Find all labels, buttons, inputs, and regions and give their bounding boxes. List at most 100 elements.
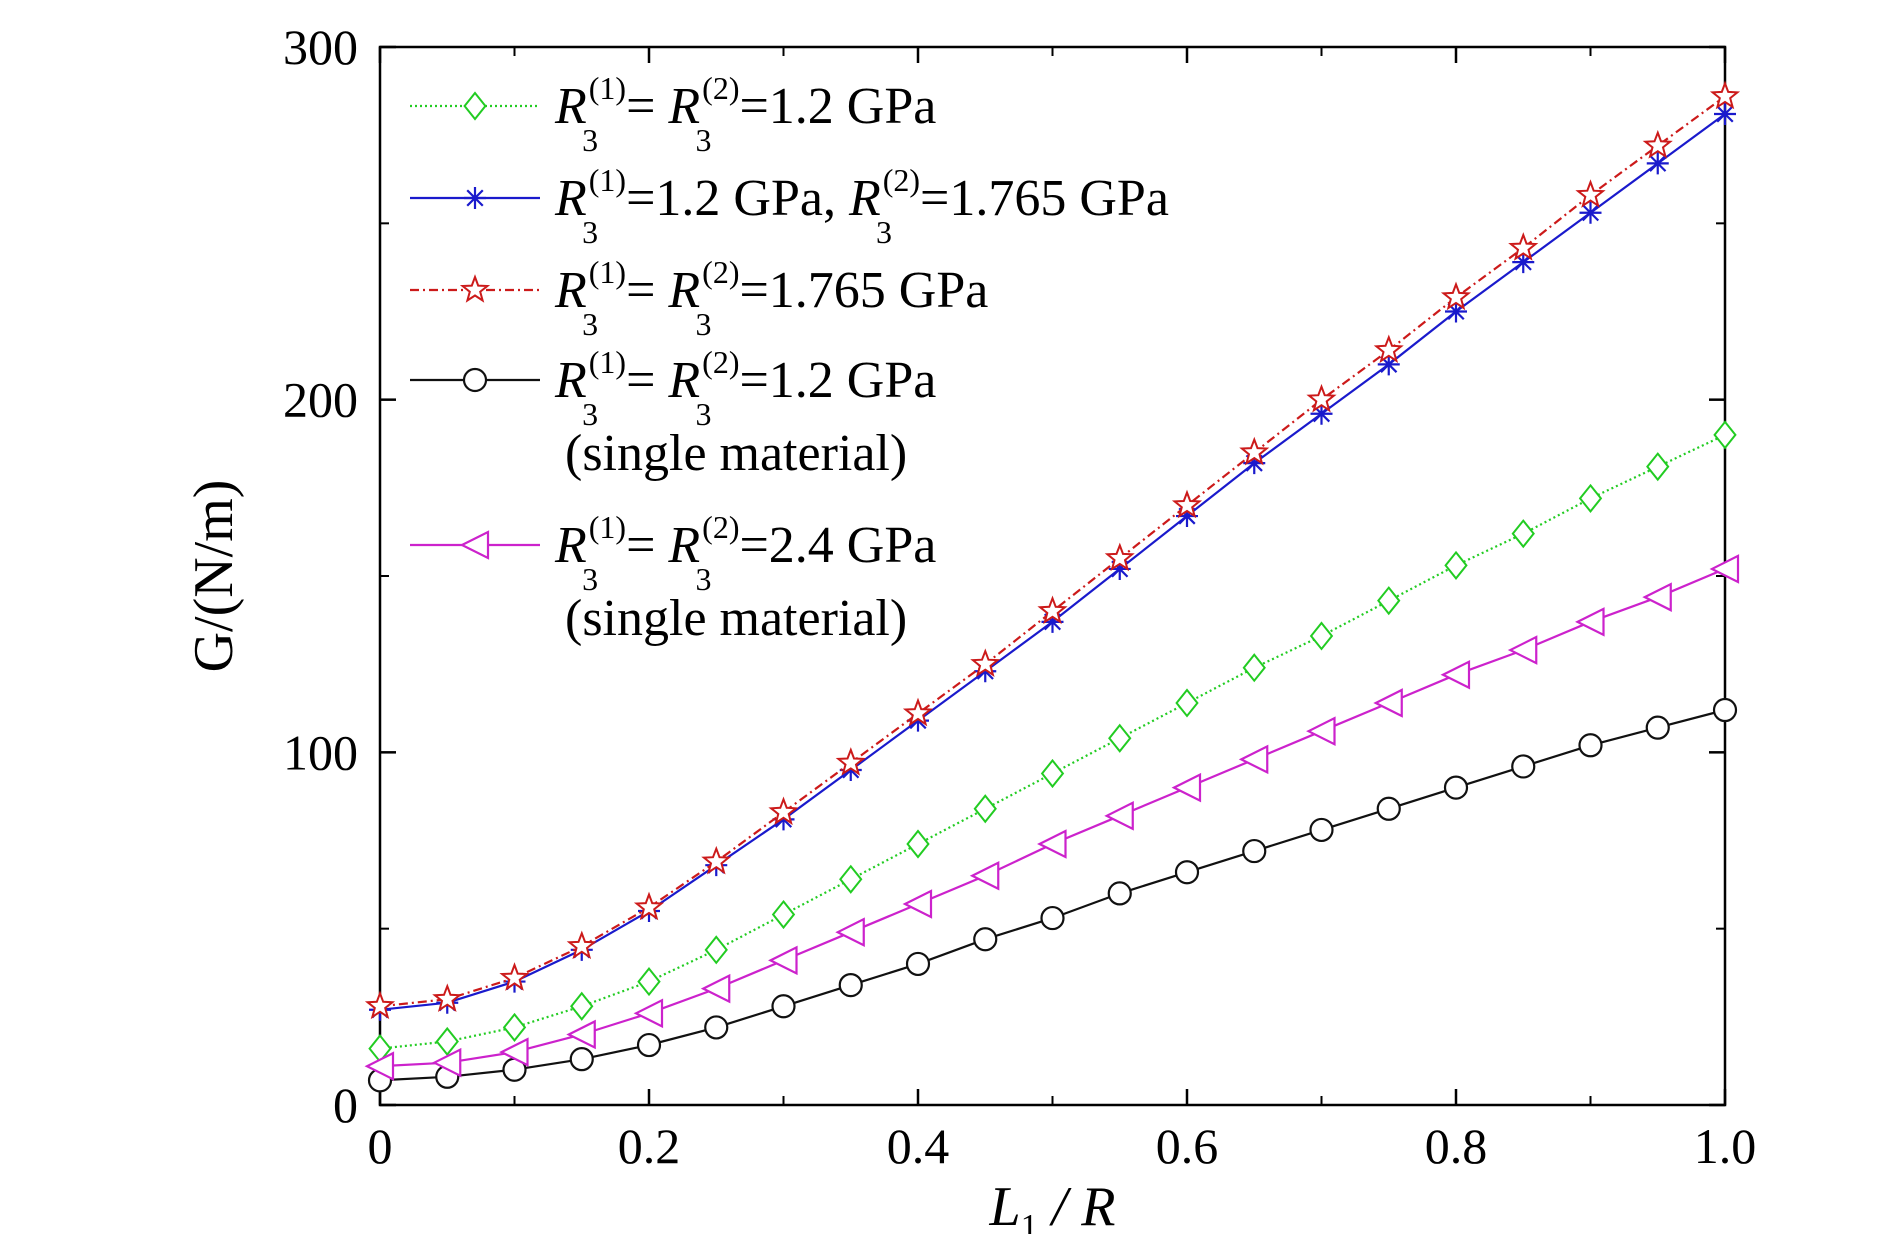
legend-superscript: (1) [589,509,626,545]
y-tick-label: 200 [283,372,358,428]
legend-swatch-marker [459,530,490,560]
data-point [700,973,731,1004]
data-point [835,917,865,947]
data-point [839,864,863,894]
data-point [499,1037,529,1067]
data-point [637,966,661,997]
data-point [502,1012,527,1043]
data-point [1174,860,1200,885]
legend-superscript: (2) [702,70,739,106]
data-point [1040,758,1065,789]
data-point [364,990,396,1020]
data-point [907,709,929,732]
data-point [902,697,934,727]
data-point [1443,775,1469,800]
legend-subscript: 3 [876,214,892,250]
x-axis-label-rest: / R [1038,1176,1116,1234]
data-point [1108,723,1132,753]
legend-subscript: 3 [695,561,711,597]
series-layer [364,80,1741,1093]
legend-symbol: R [667,352,700,409]
legend-label: R(1) 3= R(2) 3=2.4 GPa [554,509,936,597]
data-point [1642,129,1673,159]
legend-value: =1.765 GPa [739,262,988,319]
data-point [1037,829,1067,859]
legend-superscript: (2) [702,254,739,290]
data-point [704,1015,729,1040]
data-point [431,1047,462,1078]
data-point [1377,353,1400,376]
legend-symbol: R [554,78,587,135]
data-point [772,808,795,831]
data-point [566,930,597,960]
legend-label: R(1) 3= R(2) 3=1.2 GPa [554,344,936,432]
data-point [902,889,933,919]
legend-subscript: 3 [582,214,598,250]
data-point [1306,716,1336,746]
legend-symbol: R [554,262,587,319]
legend-value: =1.765 GPa [920,170,1169,227]
data-point [1373,334,1404,364]
x-axis-label: L1 / R [989,1176,1116,1234]
legend-superscript: (2) [702,509,739,545]
data-point [432,983,463,1012]
data-point [1242,838,1267,864]
data-point [1376,796,1401,821]
legend-subscript: 3 [582,396,598,432]
legend-subscript: 3 [582,561,598,597]
legend-value: =1.2 GPa [739,78,936,135]
legend-symbol: R [667,517,700,574]
data-point [364,1051,395,1081]
legend-entry: R(1) 3= R(2) 3=2.4 GPa(single material) [410,509,936,647]
data-point [1373,688,1403,718]
legend-symbol: R [554,170,587,227]
data-point [1508,232,1539,261]
legend-equals: = [626,78,668,135]
data-point [701,845,732,875]
data-point [633,998,664,1029]
data-point [1646,452,1670,482]
series-circle [367,697,1738,1093]
data-point [835,747,866,776]
data-point [768,796,799,826]
legend-entry: R(1) 3= R(2) 3=1.2 GPa(single material) [410,344,936,482]
data-point [1713,420,1737,450]
data-point [1578,483,1603,514]
y-tick-label: 0 [333,1077,358,1133]
legend-note: (single material) [565,590,907,647]
data-point [1306,383,1337,413]
data-point [1310,402,1333,425]
series-triangle-left [364,554,1740,1081]
legend-symbol: R [554,517,587,574]
data-point [1575,179,1606,208]
x-tick-label: 0.6 [1156,1118,1219,1174]
data-point [1440,659,1471,690]
legend-note: (single material) [565,425,907,482]
data-point [973,927,998,952]
data-point [1709,554,1740,584]
legend-swatch-marker [464,187,486,209]
data-point [566,1019,596,1050]
legend-equals: = [626,517,668,574]
data-point [1104,801,1134,831]
legend-value: =1.2 GPa [739,352,936,409]
data-point [970,648,1001,677]
legend-swatch-marker [459,274,491,303]
data-point [905,951,931,977]
legend-symbol: R [667,262,700,319]
data-point [1714,103,1736,126]
data-point [569,1047,594,1072]
x-tick-label: 0.2 [618,1118,681,1174]
legend-value: =2.4 GPa [739,517,936,574]
series-diamond [368,420,1737,1064]
legend-subscript: 3 [695,396,711,432]
legend-swatch-marker [462,367,488,393]
legend-entry: R(1) 3= R(2) 3=1.765 GPa [410,254,988,342]
series-line [379,95,1726,1008]
data-point [1507,635,1538,665]
legend-superscript: (1) [589,162,626,198]
data-point [435,1026,459,1057]
legend-entry: R(1) 3=1.2 GPa, R(2) 3=1.765 GPa [410,162,1169,250]
